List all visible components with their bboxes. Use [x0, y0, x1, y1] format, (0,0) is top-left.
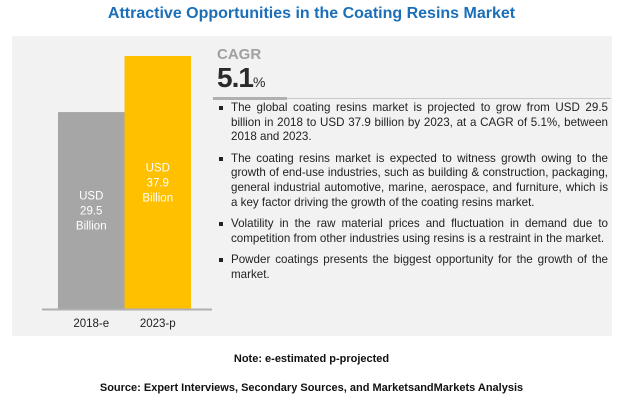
data-label: Billion	[76, 221, 107, 233]
cagr-label: CAGR	[217, 46, 262, 63]
bullet-item: The global coating resins market is proj…	[216, 101, 608, 145]
divider	[213, 98, 611, 99]
divider-accent	[213, 97, 287, 100]
x-tick-label: 2023-p	[140, 318, 176, 330]
data-label: USD	[146, 163, 170, 175]
cagr-value: 5.1	[217, 62, 254, 93]
data-label: USD	[79, 191, 103, 203]
data-label: 29.5	[80, 206, 102, 218]
cagr-unit: %	[252, 74, 266, 90]
source: Source: Expert Interviews, Secondary Sou…	[99, 382, 524, 394]
bar-2023-p	[124, 56, 191, 309]
bullet-item: Powder coatings presents the biggest opp…	[216, 253, 608, 282]
page-title: Attractive Opportunities in the Coating …	[107, 5, 516, 22]
x-tick-label: 2018-e	[73, 318, 109, 330]
bullet-list: The global coating resins market is proj…	[216, 101, 608, 290]
bar-2018-e	[58, 112, 125, 309]
data-label: 37.9	[147, 178, 169, 190]
data-label: Billion	[142, 193, 173, 205]
bullet-item: The coating resins market is expected to…	[216, 152, 608, 210]
cagr-value-block: 5.1%	[217, 62, 265, 94]
bullet-item: Volatility in the raw material prices an…	[216, 217, 608, 246]
note: Note: e-estimated p-projected	[233, 353, 390, 365]
